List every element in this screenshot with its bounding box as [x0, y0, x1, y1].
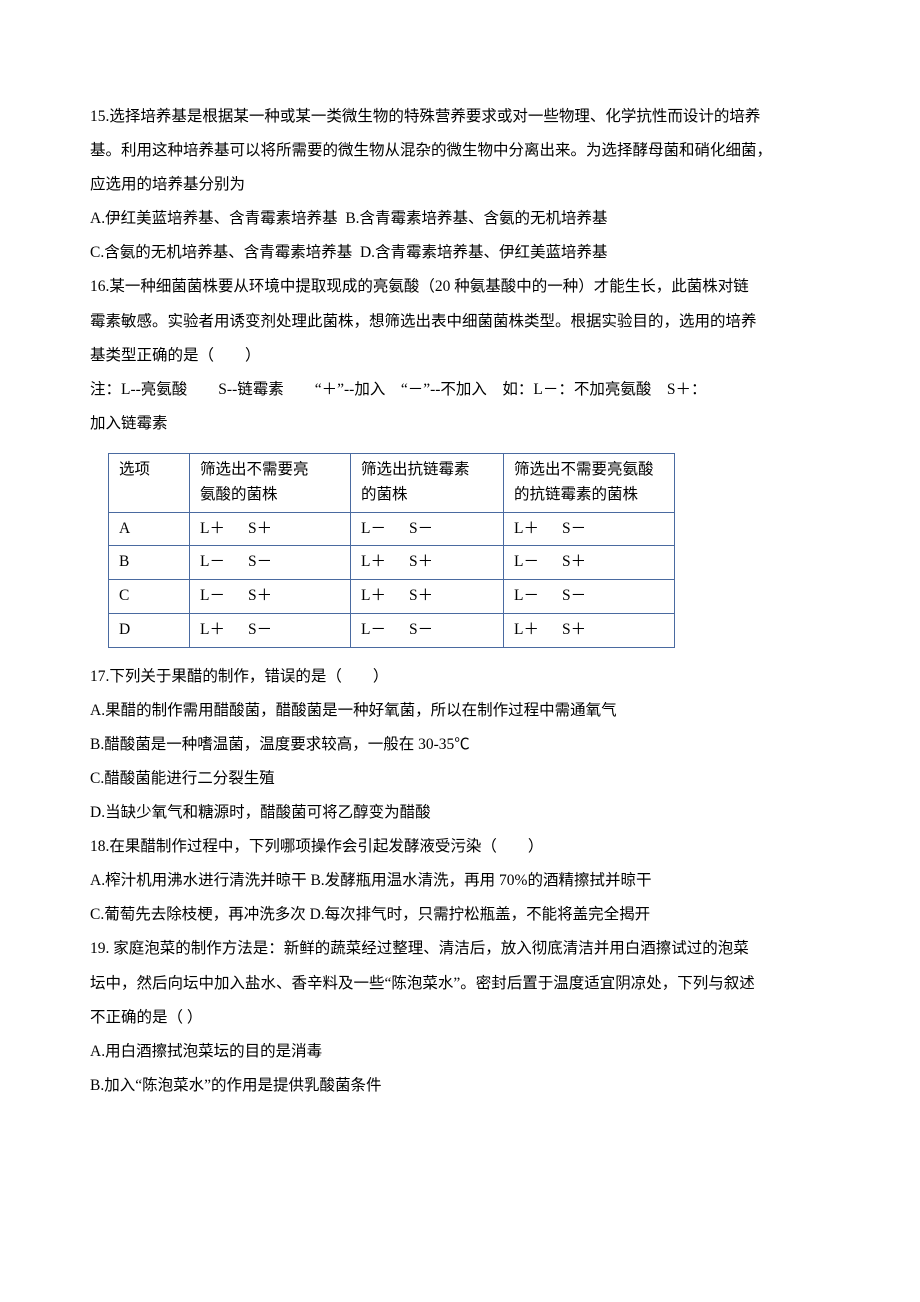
- th-col1-line1: 筛选出不需要亮: [200, 461, 309, 478]
- th-col3-line1: 筛选出不需要亮氨酸: [514, 461, 654, 478]
- cell-l: L＋: [514, 618, 562, 643]
- q15-options-line2: C.含氨的无机培养基、含青霉素培养基 D.含青霉素培养基、伊红美蓝培养基: [90, 236, 830, 270]
- th-col2: 筛选出抗链霉素 的菌株: [351, 453, 504, 512]
- th-col2-line2: 的菌株: [361, 486, 408, 503]
- q19-option-b: B.加入“陈泡菜水”的作用是提供乳酸菌条件: [90, 1069, 830, 1103]
- cell-l: L－: [200, 584, 248, 609]
- q17-option-d: D.当缺少氧气和糖源时，醋酸菌可将乙醇变为醋酸: [90, 796, 830, 830]
- q18-options-line1: A.榨汁机用沸水进行清洗并晾干 B.发酵瓶用温水清洗，再用 70%的酒精擦拭并晾…: [90, 864, 830, 898]
- cell-s: S＋: [409, 587, 433, 604]
- table-row: D L＋S－ L－S－ L＋S＋: [109, 613, 675, 647]
- q19-stem-line1: 19. 家庭泡菜的制作方法是：新鲜的蔬菜经过整理、清洁后，放入彻底清洁并用白酒擦…: [90, 932, 830, 966]
- cell-l: L－: [514, 550, 562, 575]
- cell: L＋S＋: [351, 546, 504, 580]
- cell-l: L－: [361, 618, 409, 643]
- th-col1-line2: 氨酸的菌株: [200, 486, 278, 503]
- cell-l: L－: [361, 517, 409, 542]
- table-row: B L－S－ L＋S＋ L－S＋: [109, 546, 675, 580]
- cell-s: S－: [248, 621, 272, 638]
- q17-option-a: A.果醋的制作需用醋酸菌，醋酸菌是一种好氧菌，所以在制作过程中需通氧气: [90, 694, 830, 728]
- q15-stem-line3: 应选用的培养基分别为: [90, 168, 830, 202]
- q17-option-b: B.醋酸菌是一种嗜温菌，温度要求较高，一般在 30-35℃: [90, 728, 830, 762]
- cell-opt: A: [109, 512, 190, 546]
- q15-option-a: A.伊红美蓝培养基、含青霉素培养基: [90, 210, 338, 227]
- cell-s: S＋: [562, 553, 586, 570]
- cell: L－S－: [190, 546, 351, 580]
- q15-option-c: C.含氨的无机培养基、含青霉素培养基: [90, 244, 352, 261]
- q16-note-line2: 加入链霉素: [90, 407, 830, 441]
- th-col3: 筛选出不需要亮氨酸 的抗链霉素的菌株: [504, 453, 675, 512]
- cell-s: S－: [562, 587, 586, 604]
- cell-s: S＋: [562, 621, 586, 638]
- q18-option-c: C.葡萄先去除枝梗，再冲洗多次: [90, 906, 306, 923]
- q15-option-b: B.含青霉素培养基、含氨的无机培养基: [345, 210, 607, 227]
- cell: L－S＋: [504, 546, 675, 580]
- q18-option-d: D.每次排气时，只需拧松瓶盖，不能将盖完全揭开: [310, 906, 651, 923]
- q15-options-line1: A.伊红美蓝培养基、含青霉素培养基 B.含青霉素培养基、含氨的无机培养基: [90, 202, 830, 236]
- q16-table: 选项 筛选出不需要亮 氨酸的菌株 筛选出抗链霉素 的菌株 筛选出不需要亮氨酸 的…: [108, 453, 675, 648]
- cell: L－S－: [351, 512, 504, 546]
- cell-l: L＋: [200, 618, 248, 643]
- q16-note-line1: 注：L--亮氨酸 S--链霉素 “＋”--加入 “－”--不加入 如：L－：不加…: [90, 373, 830, 407]
- cell: L＋S＋: [351, 580, 504, 614]
- q15-stem-line2: 基。利用这种培养基可以将所需要的微生物从混杂的微生物中分离出来。为选择酵母菌和硝…: [90, 134, 830, 168]
- q18-option-b: B.发酵瓶用温水清洗，再用 70%的酒精擦拭并晾干: [310, 872, 651, 889]
- cell-s: S－: [409, 621, 433, 638]
- cell: L－S－: [504, 580, 675, 614]
- q19-stem-line3: 不正确的是（ ）: [90, 1001, 830, 1035]
- cell-l: L－: [514, 584, 562, 609]
- cell: L＋S－: [504, 512, 675, 546]
- q17-stem: 17.下列关于果醋的制作，错误的是（ ）: [90, 660, 830, 694]
- cell-opt: B: [109, 546, 190, 580]
- q19-stem-line2: 坛中，然后向坛中加入盐水、香辛料及一些“陈泡菜水”。密封后置于温度适宜阴凉处，下…: [90, 967, 830, 1001]
- q15-stem-line1: 15.选择培养基是根据某一种或某一类微生物的特殊营养要求或对一些物理、化学抗性而…: [90, 100, 830, 134]
- cell-s: S＋: [248, 520, 272, 537]
- cell-l: L＋: [361, 550, 409, 575]
- table-row: A L＋S＋ L－S－ L＋S－: [109, 512, 675, 546]
- cell-s: S＋: [248, 587, 272, 604]
- cell: L＋S－: [190, 613, 351, 647]
- th-col2-line1: 筛选出抗链霉素: [361, 461, 470, 478]
- cell-opt: C: [109, 580, 190, 614]
- cell-l: L＋: [361, 584, 409, 609]
- q19-option-a: A.用白酒擦拭泡菜坛的目的是消毒: [90, 1035, 830, 1069]
- q16-stem-line2: 霉素敏感。实验者用诱变剂处理此菌株，想筛选出表中细菌菌株类型。根据实验目的，选用…: [90, 305, 830, 339]
- q15-option-d: D.含青霉素培养基、伊红美蓝培养基: [360, 244, 608, 261]
- cell-s: S－: [562, 520, 586, 537]
- document-page: 15.选择培养基是根据某一种或某一类微生物的特殊营养要求或对一些物理、化学抗性而…: [0, 0, 920, 1183]
- table-header-row: 选项 筛选出不需要亮 氨酸的菌株 筛选出抗链霉素 的菌株 筛选出不需要亮氨酸 的…: [109, 453, 675, 512]
- cell-s: S－: [248, 553, 272, 570]
- th-col3-line2: 的抗链霉素的菌株: [514, 486, 638, 503]
- cell-l: L＋: [514, 517, 562, 542]
- th-col1: 筛选出不需要亮 氨酸的菌株: [190, 453, 351, 512]
- cell-opt: D: [109, 613, 190, 647]
- cell-l: L－: [200, 550, 248, 575]
- cell-l: L＋: [200, 517, 248, 542]
- cell: L－S－: [351, 613, 504, 647]
- q16-stem-line3: 基类型正确的是（ ）: [90, 339, 830, 373]
- th-option: 选项: [109, 453, 190, 512]
- q16-stem-line1: 16.某一种细菌菌株要从环境中提取现成的亮氨酸（20 种氨基酸中的一种）才能生长…: [90, 270, 830, 304]
- q17-option-c: C.醋酸菌能进行二分裂生殖: [90, 762, 830, 796]
- table-row: C L－S＋ L＋S＋ L－S－: [109, 580, 675, 614]
- cell-s: S＋: [409, 553, 433, 570]
- cell-s: S－: [409, 520, 433, 537]
- q18-stem: 18.在果醋制作过程中，下列哪项操作会引起发酵液受污染（ ）: [90, 830, 830, 864]
- cell: L－S＋: [190, 580, 351, 614]
- cell: L＋S＋: [504, 613, 675, 647]
- cell: L＋S＋: [190, 512, 351, 546]
- q18-option-a: A.榨汁机用沸水进行清洗并晾干: [90, 872, 307, 889]
- q18-options-line2: C.葡萄先去除枝梗，再冲洗多次 D.每次排气时，只需拧松瓶盖，不能将盖完全揭开: [90, 898, 830, 932]
